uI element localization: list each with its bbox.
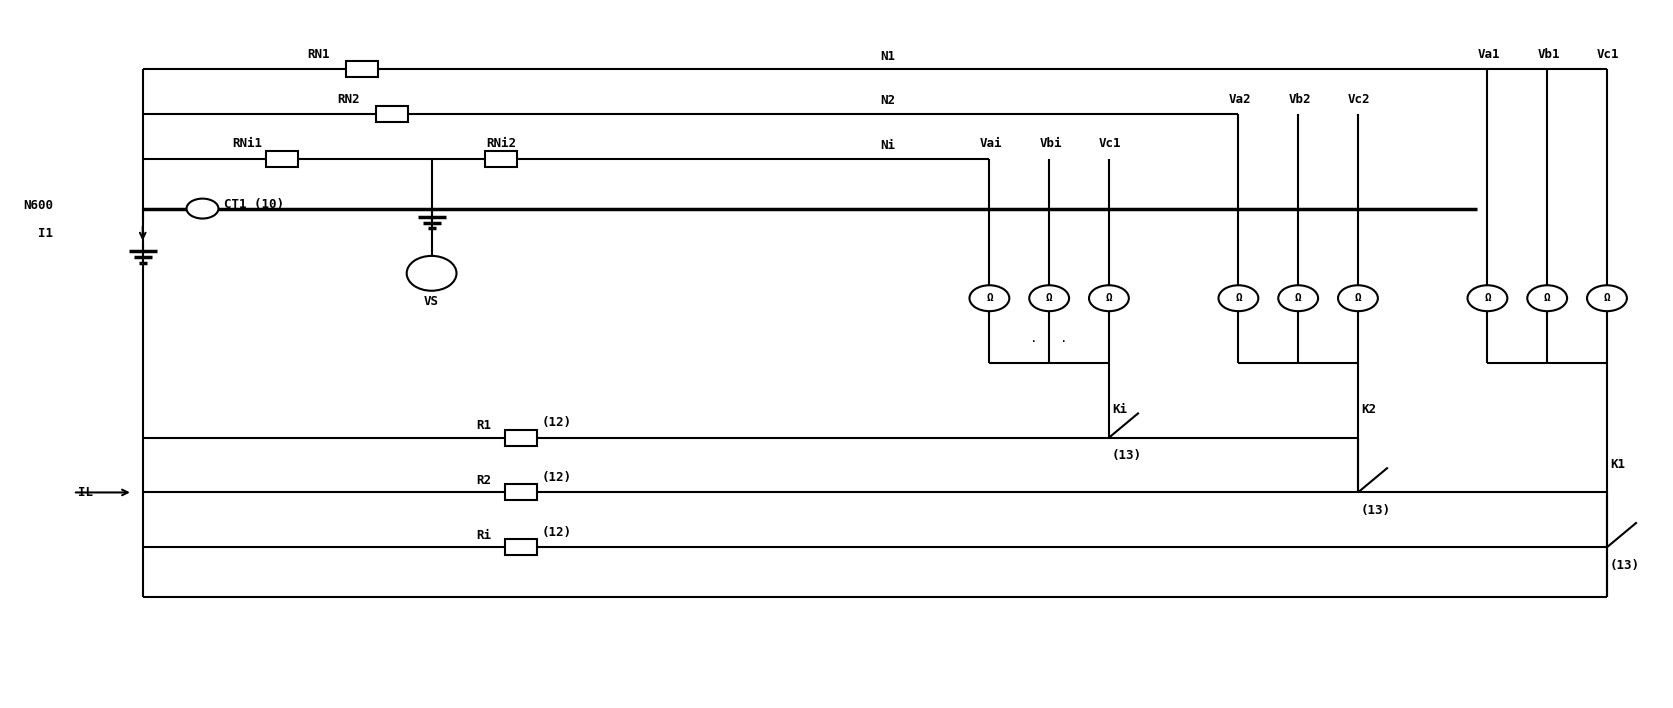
Text: Ω: Ω: [985, 293, 992, 303]
Text: CT1 (10): CT1 (10): [224, 198, 284, 211]
Text: (13): (13): [1360, 504, 1390, 517]
Ellipse shape: [187, 199, 219, 219]
Text: Ri: Ri: [477, 529, 492, 542]
Ellipse shape: [1218, 285, 1258, 312]
Text: VS: VS: [423, 295, 438, 308]
Text: I1: I1: [38, 227, 54, 240]
Text: (12): (12): [540, 471, 570, 484]
Text: RNi2: RNi2: [487, 137, 517, 150]
Ellipse shape: [969, 285, 1009, 312]
Text: Vc1: Vc1: [1598, 47, 1619, 61]
Ellipse shape: [1338, 285, 1379, 312]
Text: N2: N2: [880, 94, 895, 108]
Text: Ω: Ω: [1484, 293, 1491, 303]
Text: Ki: Ki: [1113, 404, 1128, 416]
Ellipse shape: [1278, 285, 1318, 312]
Text: K2: K2: [1360, 404, 1375, 416]
Text: Ω: Ω: [1604, 293, 1611, 303]
Text: . . .: . . .: [199, 200, 236, 213]
Text: (13): (13): [1113, 449, 1143, 462]
Ellipse shape: [1029, 285, 1069, 312]
Bar: [505, 484, 537, 501]
Text: (13): (13): [1609, 559, 1640, 571]
Text: RN1: RN1: [308, 47, 330, 61]
Text: Vc1: Vc1: [1099, 137, 1121, 150]
Text: R2: R2: [477, 474, 492, 487]
Text: Vb2: Vb2: [1288, 93, 1310, 105]
Text: . . .: . . .: [373, 200, 410, 213]
Text: Ω: Ω: [1355, 293, 1362, 303]
Bar: [505, 539, 537, 555]
Text: K1: K1: [1609, 458, 1624, 471]
Text: N600: N600: [23, 199, 54, 212]
Bar: [505, 430, 537, 445]
Text: Vc2: Vc2: [1348, 93, 1370, 105]
Text: (12): (12): [540, 526, 570, 539]
Text: Va2: Va2: [1228, 93, 1251, 105]
Text: IL: IL: [79, 486, 94, 499]
Text: Vai: Vai: [979, 137, 1002, 150]
Text: N1: N1: [880, 50, 895, 63]
Bar: [376, 106, 408, 122]
Text: Ω: Ω: [1046, 293, 1052, 303]
Bar: [346, 61, 378, 77]
Text: Ω: Ω: [1106, 293, 1113, 303]
Text: RNi1: RNi1: [233, 137, 263, 150]
Text: Va1: Va1: [1477, 47, 1501, 61]
Text: Vbi: Vbi: [1039, 137, 1062, 150]
Ellipse shape: [407, 256, 457, 291]
Text: Ω: Ω: [1235, 293, 1241, 303]
Text: Ω: Ω: [1544, 293, 1551, 303]
Bar: [485, 151, 517, 167]
Text: Ni: Ni: [880, 139, 895, 152]
Ellipse shape: [1089, 285, 1129, 312]
Ellipse shape: [1527, 285, 1568, 312]
Ellipse shape: [1588, 285, 1626, 312]
Text: Vb1: Vb1: [1537, 47, 1559, 61]
Text: (12): (12): [540, 416, 570, 429]
Ellipse shape: [1467, 285, 1507, 312]
Text: . . .: . . .: [1031, 331, 1067, 345]
Bar: [266, 151, 298, 167]
Text: R1: R1: [477, 419, 492, 432]
Text: RN2: RN2: [336, 93, 360, 105]
Text: Ω: Ω: [1295, 293, 1302, 303]
